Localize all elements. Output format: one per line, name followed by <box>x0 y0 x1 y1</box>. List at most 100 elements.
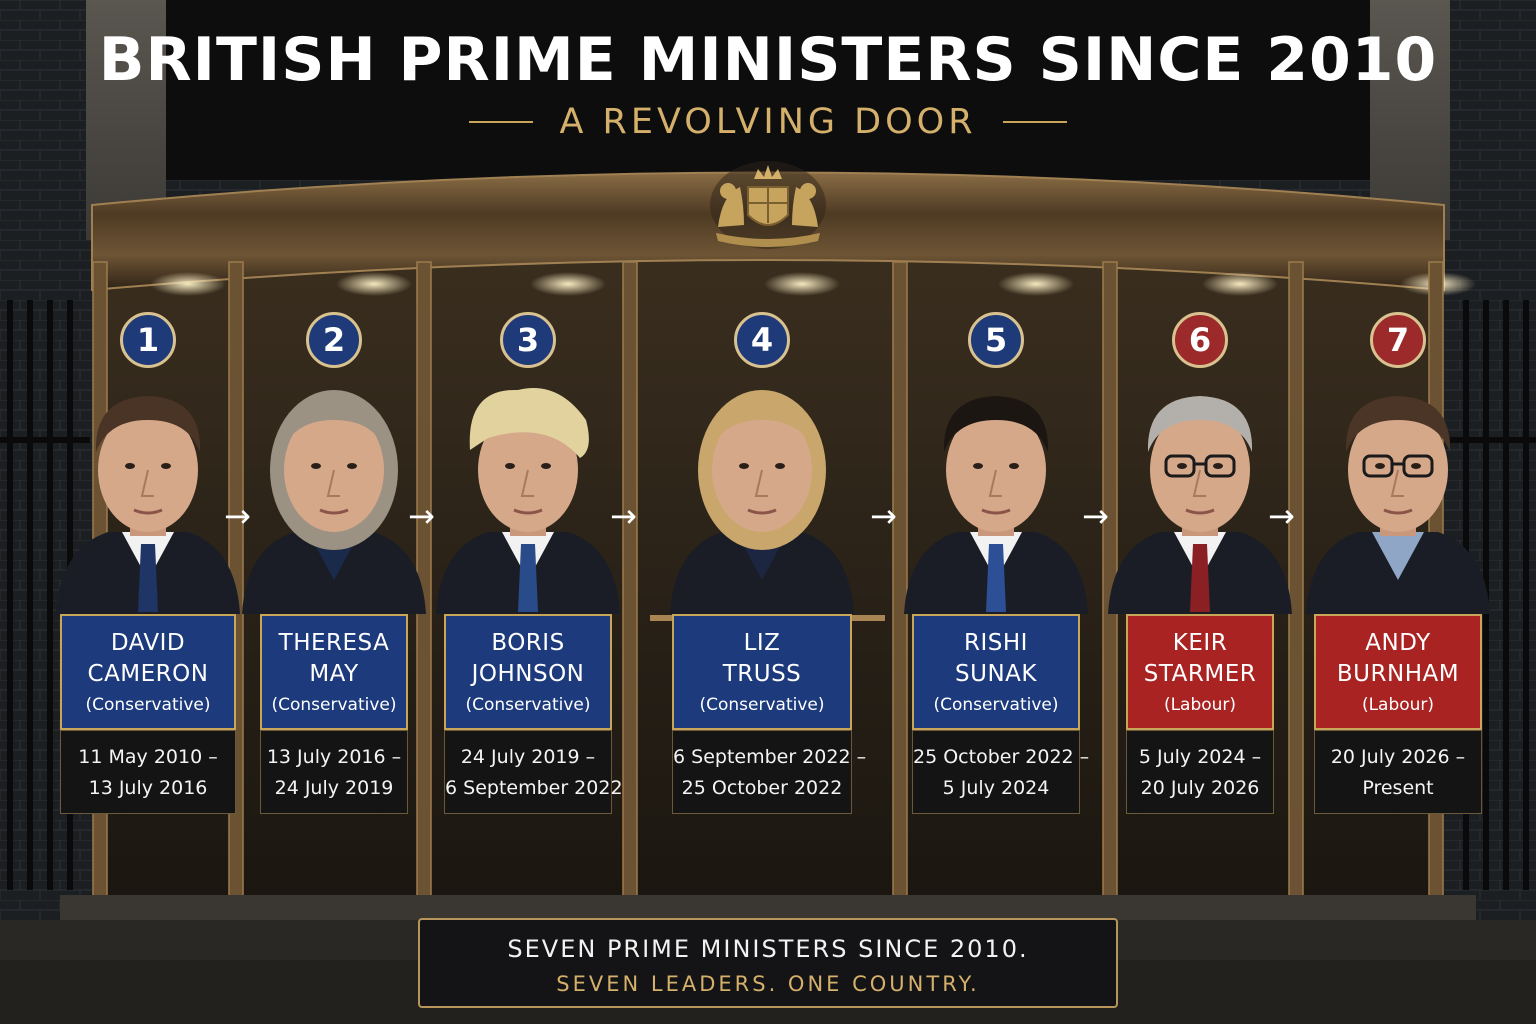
pm-name: KEIR STARMER <box>1128 628 1272 690</box>
date-end: 24 July 2019 <box>274 777 394 799</box>
pm-last-name: TRUSS <box>722 661 802 687</box>
pm-name: ANDY BURNHAM <box>1316 628 1480 690</box>
page-title: BRITISH PRIME MINISTERS SINCE 2010 <box>98 25 1438 95</box>
pm-party: (Conservative) <box>933 695 1059 715</box>
date-range: 13 July 2016 – 24 July 2019 <box>260 730 408 814</box>
date-end: 13 July 2016 <box>88 777 208 799</box>
glasses-lens <box>1402 454 1434 478</box>
date-end: 6 September 2022 <box>445 777 623 799</box>
nose <box>520 469 534 497</box>
date-start: 6 September 2022 – <box>673 746 867 768</box>
pm-first-name: LIZ <box>743 630 781 656</box>
ceiling-light <box>336 272 412 296</box>
pm-party: (Labour) <box>1361 695 1435 715</box>
pm-party: (Conservative) <box>85 695 211 715</box>
eye <box>505 463 515 469</box>
ceiling-light <box>530 272 606 296</box>
date-range: 6 September 2022 – 25 October 2022 <box>672 730 867 814</box>
portrait-2 <box>242 390 426 614</box>
pm-last-name: BURNHAM <box>1336 661 1460 687</box>
pm-name: BORIS JOHNSON <box>446 628 610 690</box>
date-start: 24 July 2019 – <box>460 746 596 768</box>
shirt <box>1372 532 1424 580</box>
pm-first-name: ANDY <box>1365 630 1431 656</box>
tie <box>138 544 158 612</box>
arrow-right-icon: → <box>610 497 637 535</box>
portrait-5 <box>904 396 1088 614</box>
name-plate: DAVID CAMERON (Conservative) <box>60 614 236 730</box>
number-badge: 2 <box>306 312 362 368</box>
subtitle-rule-right <box>1002 121 1067 123</box>
hair <box>943 396 1049 452</box>
nose <box>140 469 154 497</box>
date-start: 25 October 2022 – <box>913 746 1090 768</box>
date-range: 5 July 2024 – 20 July 2026 <box>1126 730 1274 814</box>
pm-party: (Conservative) <box>271 695 397 715</box>
name-plate: THERESA MAY (Conservative) <box>260 614 408 730</box>
portrait-1 <box>56 396 240 614</box>
date-start: 13 July 2016 – <box>266 746 402 768</box>
portrait-7 <box>1306 396 1490 614</box>
name-plate: ANDY BURNHAM (Labour) <box>1314 614 1482 730</box>
date-end: 20 July 2026 <box>1140 777 1260 799</box>
pm-name: RISHI SUNAK <box>914 628 1078 690</box>
mouth <box>319 508 349 515</box>
mouth <box>1383 508 1413 515</box>
eye <box>739 463 749 469</box>
eye <box>1177 463 1187 469</box>
pm-first-name: BORIS <box>491 630 565 656</box>
hair <box>95 396 201 452</box>
date-range: 20 July 2026 – Present <box>1314 730 1482 814</box>
name-plate: BORIS JOHNSON (Conservative) <box>444 614 612 730</box>
number-badge: 1 <box>120 312 176 368</box>
date-end: Present <box>1362 777 1434 799</box>
arrow-right-icon: → <box>870 497 897 535</box>
footer-line-1: SEVEN PRIME MINISTERS SINCE 2010. <box>507 935 1029 963</box>
nose <box>326 469 340 497</box>
door-mullion <box>622 261 638 903</box>
eye <box>125 463 135 469</box>
eye <box>311 463 321 469</box>
nose <box>754 469 768 497</box>
pm-first-name: DAVID <box>110 630 186 656</box>
pm-name: DAVID CAMERON <box>62 628 234 690</box>
date-end: 25 October 2022 <box>681 777 843 799</box>
pm-last-name: STARMER <box>1143 661 1257 687</box>
eye <box>1375 463 1385 469</box>
ceiling-light <box>1202 272 1278 296</box>
nose <box>988 469 1002 497</box>
header: BRITISH PRIME MINISTERS SINCE 2010 A REV… <box>0 18 1536 144</box>
arrow-right-icon: → <box>408 497 435 535</box>
ceiling-light <box>150 272 226 296</box>
mouth <box>1185 508 1215 515</box>
pm-party: (Labour) <box>1163 695 1237 715</box>
date-end: 5 July 2024 <box>942 777 1050 799</box>
eye <box>347 463 357 469</box>
pm-last-name: CAMERON <box>87 661 209 687</box>
eye <box>1411 463 1421 469</box>
pm-party: (Conservative) <box>465 695 591 715</box>
hair <box>1147 396 1253 452</box>
pm-first-name: THERESA <box>278 630 390 656</box>
subtitle-rule-left <box>469 121 534 123</box>
eye <box>775 463 785 469</box>
tie <box>1190 544 1210 612</box>
eye <box>161 463 171 469</box>
pm-last-name: SUNAK <box>955 661 1037 687</box>
mouth <box>747 508 777 515</box>
arrow-right-icon: → <box>224 497 251 535</box>
hair <box>709 396 815 452</box>
portrait-4 <box>670 390 854 614</box>
footer-panel: SEVEN PRIME MINISTERS SINCE 2010. SEVEN … <box>418 918 1118 1008</box>
arrow-right-icon: → <box>1082 497 1109 535</box>
nose <box>1192 469 1206 497</box>
facade-lintel <box>120 0 1416 180</box>
tie <box>986 544 1006 612</box>
number-badge: 6 <box>1172 312 1228 368</box>
portrait-3 <box>436 388 620 614</box>
pm-party: (Conservative) <box>699 695 825 715</box>
door-mullion <box>892 261 908 903</box>
hair <box>281 396 387 452</box>
date-range: 11 May 2010 – 13 July 2016 <box>60 730 236 814</box>
